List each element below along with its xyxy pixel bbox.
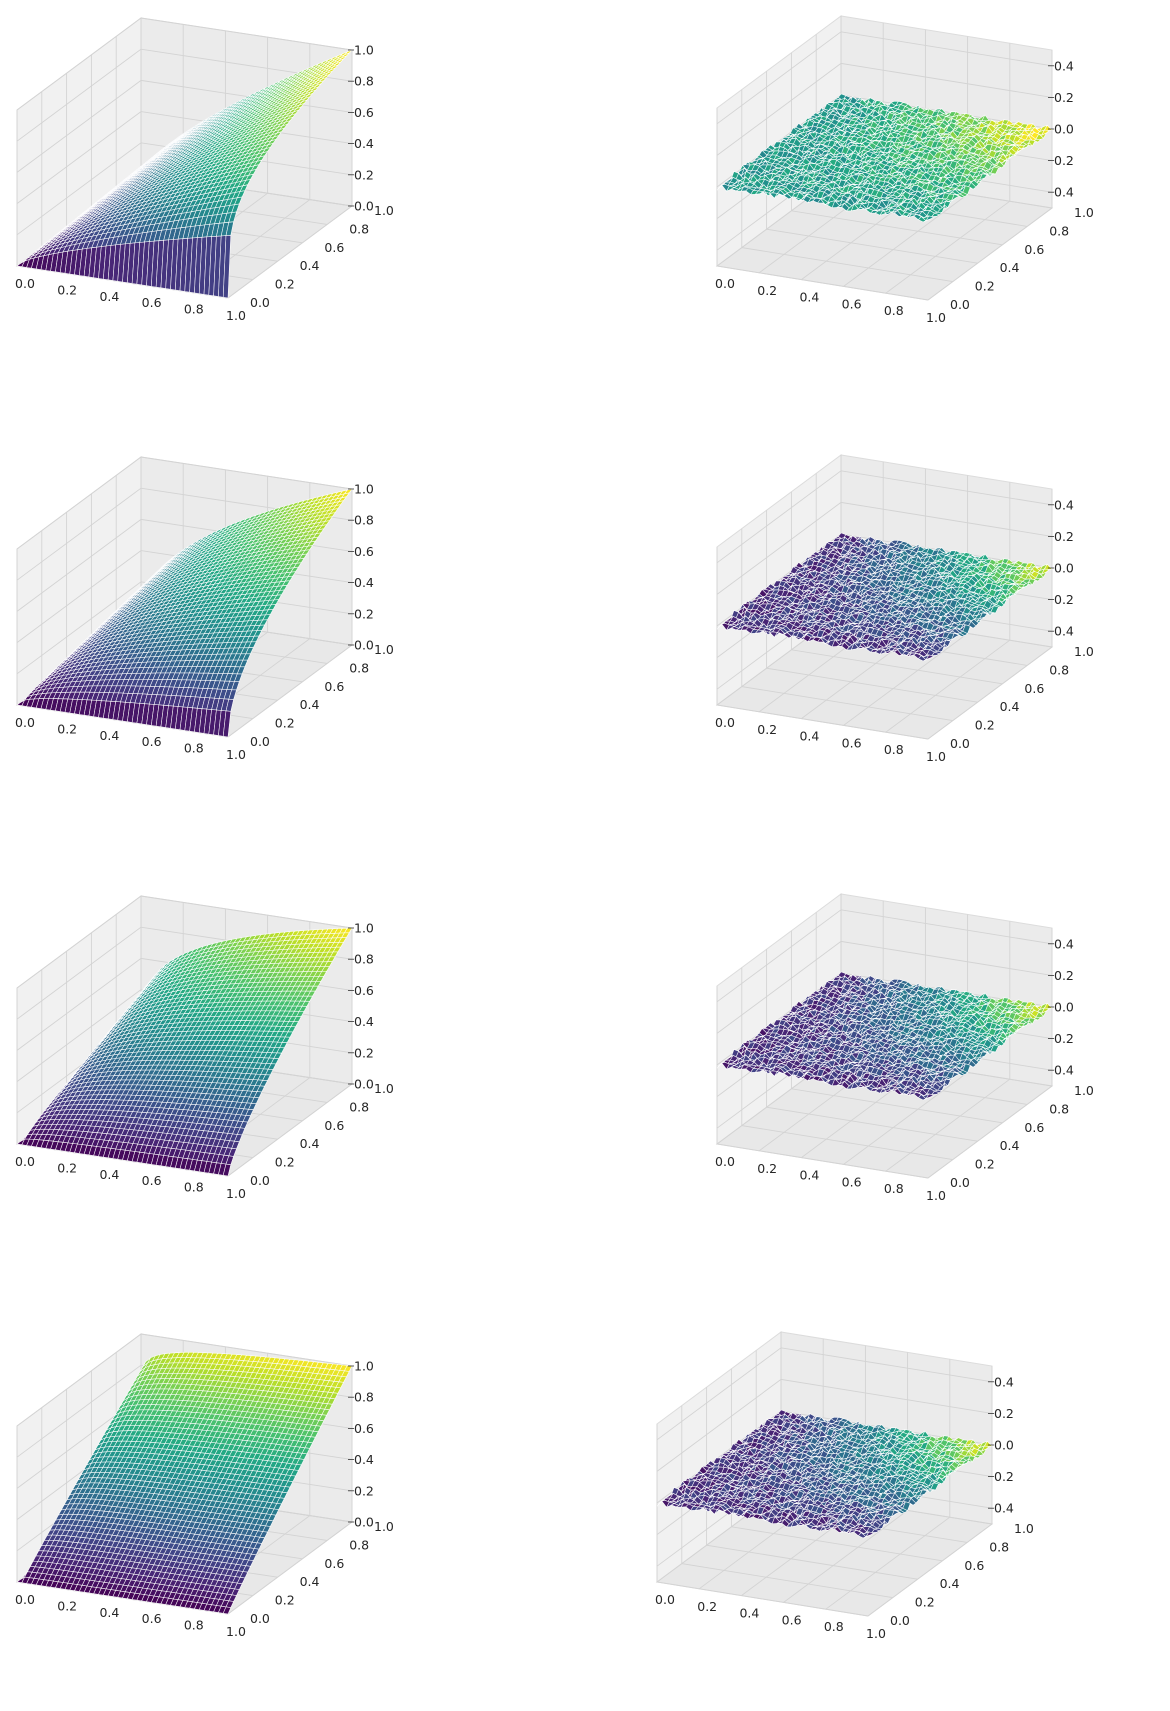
y-tick-label: 0.0 [950,297,970,312]
subplot-row-1-left: 0.0 0.2 0.4 0.6 0.8 1.00.00.20.40.60.81.00.00… [15,17,394,323]
grid-line-z [16,142,353,236]
y-tick-label: 0.6 [1024,242,1044,257]
x-tick-label: 0.0 [715,276,735,291]
x-tick-label: 0.2 [757,283,777,298]
z-tick-label: 0.4 [354,136,374,151]
surface [16,49,353,299]
z-tick-label: 1.0 [354,43,374,58]
grid-line-z [16,111,353,204]
x-tick-label: 0.0 [15,276,35,291]
x-tick-label: 0.8 [184,302,204,317]
y-tick-label: 1.0 [374,203,394,218]
y-tick-label: 0.0 [250,295,270,310]
z-tick-label: 0.4 [1054,58,1074,73]
y-tick-label: 1.0 [1074,205,1094,220]
z-tick-label: 0.2 [1054,153,1074,168]
y-tick-label: 0.2 [275,277,295,292]
y-tick-label: 0.4 [1000,260,1020,275]
subplot-row-2-left: 0.0 0.2 0.4 0.6 0.8 1.00.00.20.40.60.81.00.00… [15,456,394,762]
grid-line-z [16,17,353,111]
y-tick-label: 0.8 [349,221,369,236]
x-tick-label: 0.6 [842,296,862,311]
x-tick-label: 1.0 [226,308,246,323]
x-tick-label: 0.2 [57,282,77,297]
z-tick-label: 0.0 [354,199,374,214]
x-tick-label: 0.6 [142,295,162,310]
x-tick-label: 1.0 [926,310,946,325]
x-tick-label: 0.4 [799,290,819,305]
z-tick-label: 0.8 [354,74,374,89]
x-tick-label: 0.4 [99,289,119,304]
grid-line-z [16,48,353,142]
z-tick-label: 0.2 [354,167,374,182]
z-tick-label: 0.0 [1054,122,1074,137]
z-tick-label: 0.6 [354,105,374,120]
y-tick-label: 0.4 [300,258,320,273]
y-tick-label: 0.2 [975,279,995,294]
y-tick-label: 0.8 [1049,223,1069,238]
subplot-row-1-right: 0.0 0.2 0.4 0.6 0.8 1.00.00.20.40.60.81.00.40… [715,15,1094,325]
z-tick-label: 0.4 [1054,185,1074,200]
x-tick-label: 0.8 [884,303,904,318]
z-tick-label: 0.2 [1054,90,1074,105]
y-tick-label: 0.6 [324,240,344,255]
